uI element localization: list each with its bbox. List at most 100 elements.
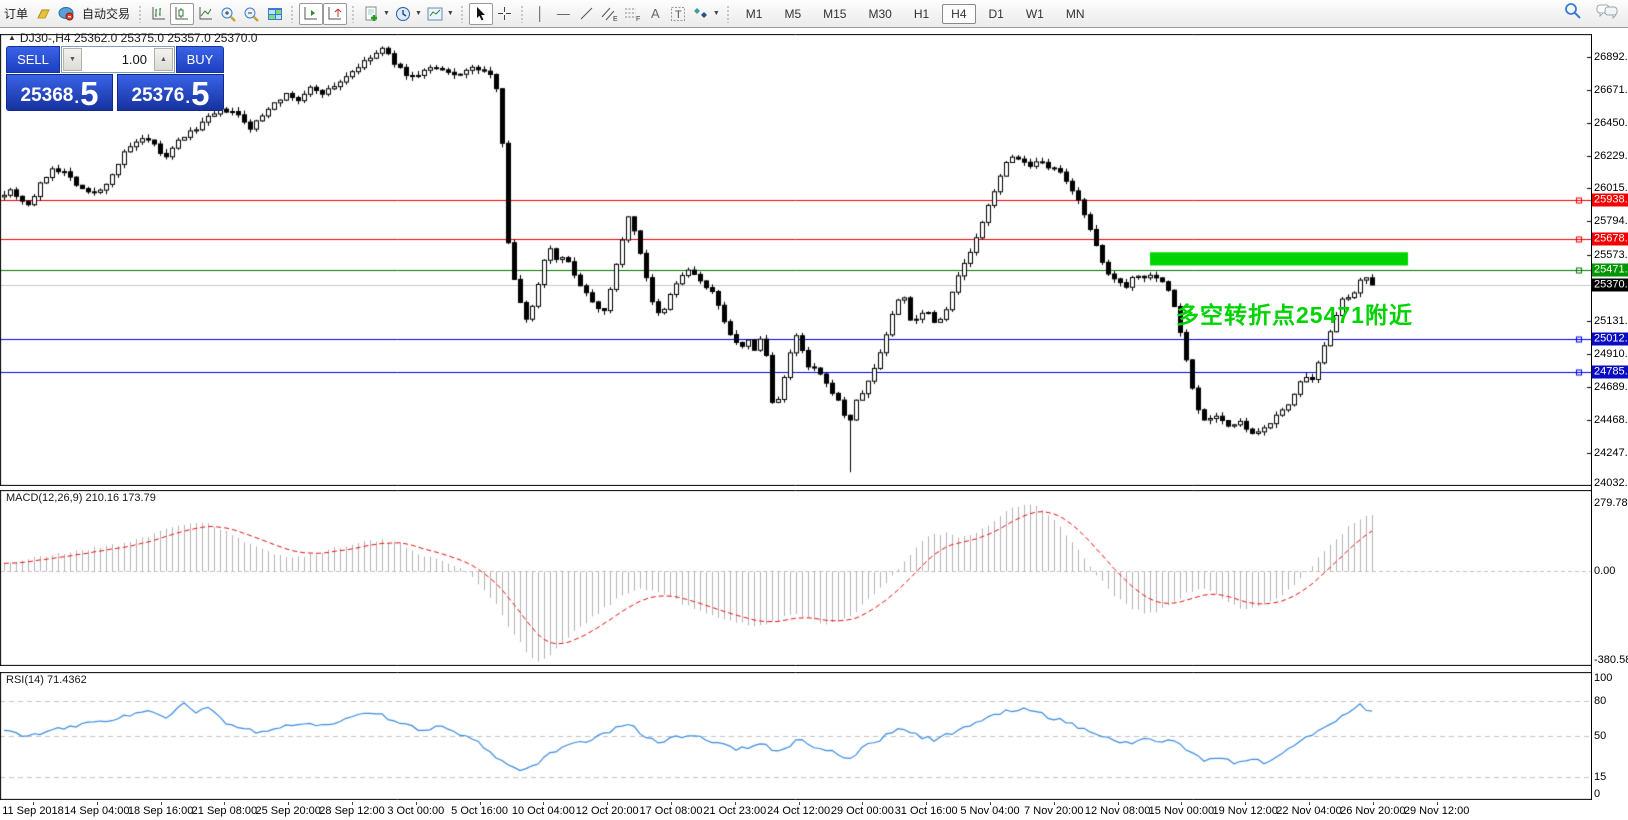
- price-chart-pane[interactable]: [0, 34, 1591, 486]
- price-tick-label: 24032.5: [1594, 477, 1628, 489]
- auto-scroll-icon[interactable]: [299, 2, 324, 25]
- template-icon[interactable]: [424, 3, 447, 25]
- toolbar-separator: [138, 4, 144, 23]
- horizontal-line-tool-icon[interactable]: —: [556, 6, 570, 21]
- search-icon[interactable]: [1564, 2, 1582, 22]
- date-label: 15 Nov 00:00: [1148, 805, 1215, 817]
- text-label-tool-icon[interactable]: T: [667, 3, 690, 25]
- volume-increase-button[interactable]: ▲: [154, 48, 173, 71]
- price-level-tag: 25370.0: [1592, 278, 1628, 292]
- timeframe-d1[interactable]: D1: [988, 6, 1004, 21]
- timeframe-m1[interactable]: M1: [745, 6, 763, 21]
- rsi-tick-label: 100: [1594, 672, 1613, 685]
- chart-window: ▲ DJ30-,H4 25362.0 25375.0 25357.0 25370.…: [0, 28, 1628, 820]
- timeframe-m30[interactable]: M30: [868, 6, 892, 21]
- volume-decrease-button[interactable]: ▼: [63, 48, 82, 71]
- rsi-tick-label: 15: [1594, 770, 1607, 783]
- timeframe-h1[interactable]: H1: [913, 6, 930, 21]
- sell-price[interactable]: 25368. 5: [6, 74, 113, 111]
- date-tick: [607, 802, 609, 805]
- date-tick: [1245, 802, 1247, 805]
- date-label: 24 Oct 12:00: [767, 805, 831, 817]
- buy-button[interactable]: BUY: [176, 46, 224, 73]
- price-level-tag: 25012.2: [1592, 332, 1628, 346]
- chevron-down-icon[interactable]: ▼: [446, 10, 454, 17]
- history-center-icon[interactable]: [32, 3, 55, 25]
- date-label: 19 Nov 12:00: [1212, 805, 1278, 817]
- line-chart-mode-icon[interactable]: [194, 3, 217, 25]
- chevron-down-icon[interactable]: ▼: [414, 10, 422, 17]
- toolbar-separator: [290, 4, 296, 23]
- date-label: 25 Sep 20:00: [255, 805, 321, 817]
- timeframe-w1[interactable]: W1: [1025, 6, 1044, 21]
- sell-price-frac: 5: [80, 74, 99, 112]
- date-label: 28 Sep 12:00: [319, 805, 385, 817]
- macd-indicator-label: MACD(12,26,9) 210.16 173.79: [6, 492, 156, 504]
- date-tick: [160, 802, 162, 805]
- shapes-tool-icon[interactable]: [690, 3, 713, 25]
- collapse-icon[interactable]: ▲: [8, 33, 16, 42]
- date-tick: [1309, 802, 1310, 805]
- period-icon[interactable]: [392, 3, 415, 25]
- price-tick-label: 24910.0: [1594, 347, 1628, 360]
- zoom-out-icon[interactable]: [240, 3, 263, 25]
- timeframe-group: M1 M5 M15 M30 H1 H4 D1 W1 MN: [735, 3, 1096, 24]
- rsi-axis: 100 80 50 15 0: [1594, 672, 1628, 800]
- vertical-line-tool-icon[interactable]: │: [536, 6, 545, 21]
- svg-text:E: E: [613, 16, 618, 22]
- macd-axis: 279.78 0.00 -380.58: [1594, 490, 1628, 666]
- chevron-down-icon[interactable]: ▼: [712, 10, 720, 17]
- date-tick: [479, 802, 481, 805]
- sell-price-int: 25368: [20, 85, 74, 107]
- timeframe-h4[interactable]: H4: [942, 3, 976, 24]
- date-tick: [33, 802, 34, 805]
- equidistant-channel-tool-icon[interactable]: E: [598, 3, 621, 25]
- date-label: 12 Oct 20:00: [575, 805, 639, 817]
- date-tick: [543, 802, 545, 805]
- rsi-pane[interactable]: [0, 672, 1591, 800]
- date-tick: [862, 802, 864, 805]
- chat-icon[interactable]: [1596, 3, 1618, 22]
- date-tick: [415, 802, 417, 805]
- date-tick: [671, 802, 672, 805]
- price-tick-label: 24468.0: [1594, 414, 1628, 427]
- timeframe-m15[interactable]: M15: [823, 6, 847, 21]
- volume-value[interactable]: 1.00: [121, 52, 147, 67]
- chevron-down-icon[interactable]: ▼: [383, 10, 390, 17]
- sell-button[interactable]: SELL: [6, 46, 60, 73]
- price-level-tag: 24785.8: [1592, 365, 1628, 379]
- price-tick-label: 25794.0: [1594, 215, 1628, 228]
- macd-tick-label: 0.00: [1594, 564, 1616, 577]
- chart-shift-icon[interactable]: [323, 2, 348, 25]
- candlestick-mode-icon[interactable]: [170, 2, 195, 25]
- crosshair-tool-icon[interactable]: [493, 3, 516, 25]
- toolbar-separator: [351, 4, 357, 23]
- rsi-tick-label: 0: [1594, 787, 1601, 800]
- new-order-button[interactable]: 订单: [4, 7, 29, 21]
- date-label: 5 Nov 04:00: [960, 805, 1020, 817]
- decimal-separator: .: [74, 88, 80, 107]
- date-tick: [1372, 802, 1374, 805]
- macd-pane[interactable]: [0, 490, 1591, 666]
- autotrade-button[interactable]: 自动交易: [82, 7, 131, 21]
- date-label: 21 Sep 08:00: [191, 805, 258, 817]
- add-indicator-icon[interactable]: [360, 3, 383, 25]
- chart-annotation-text: 多空转折点25471附近: [1176, 302, 1413, 328]
- bar-chart-mode-icon[interactable]: [147, 3, 170, 25]
- fibonacci-tool-icon[interactable]: F: [621, 3, 644, 25]
- price-tick-label: 26671.5: [1594, 83, 1628, 96]
- price-tick-label: 24689.0: [1594, 380, 1628, 393]
- timeframe-m5[interactable]: M5: [784, 6, 802, 21]
- buy-price[interactable]: 25376. 5: [117, 74, 224, 111]
- timeframe-mn[interactable]: MN: [1065, 6, 1085, 21]
- tile-windows-icon[interactable]: [263, 3, 286, 25]
- date-label: 11 Sep 2018: [2, 805, 64, 817]
- price-tick-label: 26229.5: [1594, 150, 1628, 163]
- text-tool-icon[interactable]: A: [651, 6, 660, 21]
- trendline-tool-icon[interactable]: [575, 3, 598, 25]
- cursor-tool-icon[interactable]: [468, 2, 493, 25]
- zoom-in-icon[interactable]: [217, 3, 240, 25]
- autotrade-icon: [55, 3, 78, 25]
- date-axis[interactable]: 11 Sep 2018 14 Sep 04:00 18 Sep 16:00 21 Se…: [0, 802, 1591, 820]
